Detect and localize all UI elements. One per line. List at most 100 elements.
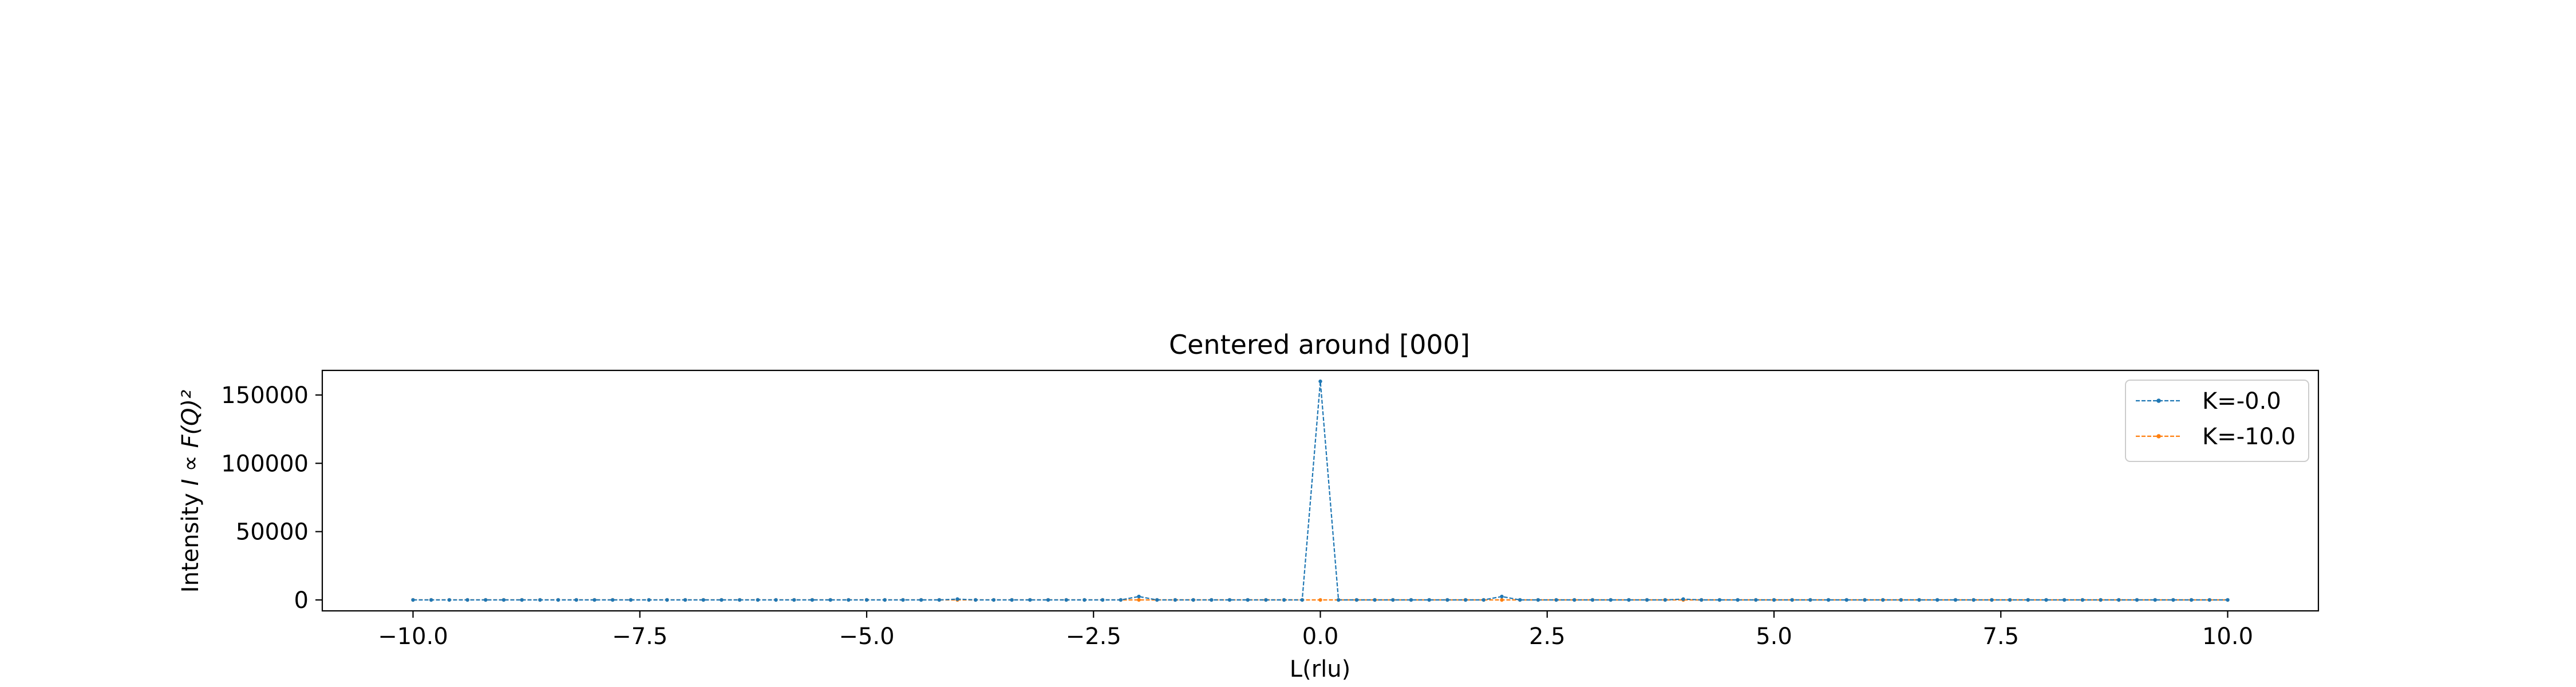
- data-point: [756, 598, 760, 602]
- data-point: [2099, 598, 2103, 602]
- data-point: [429, 598, 433, 602]
- x-tick-label: 2.5: [1529, 623, 1566, 650]
- data-point: [1645, 598, 1649, 602]
- data-point: [629, 598, 633, 602]
- data-point: [1427, 598, 1431, 602]
- data-point: [2008, 598, 2012, 602]
- data-point: [1173, 598, 1178, 602]
- chart-title: Centered around [000]: [1169, 329, 1470, 360]
- data-point: [1863, 598, 1867, 602]
- data-point: [2226, 598, 2230, 602]
- data-point: [2117, 598, 2121, 602]
- data-point: [1500, 598, 1504, 602]
- data-point: [1064, 598, 1068, 602]
- y-axis-label: Intensity I ∝ F(Q)²: [177, 390, 204, 593]
- data-point: [1736, 598, 1740, 602]
- data-point: [1917, 598, 1921, 602]
- data-point: [1500, 594, 1504, 599]
- data-point: [1373, 598, 1377, 602]
- data-point: [2080, 598, 2085, 602]
- data-point: [665, 598, 669, 602]
- data-point: [1210, 598, 1214, 602]
- data-point: [2026, 598, 2030, 602]
- data-point: [1953, 598, 1958, 602]
- data-point: [792, 598, 796, 602]
- x-tick-label: −2.5: [1066, 623, 1121, 650]
- data-point: [1790, 598, 1794, 602]
- data-point: [1100, 598, 1105, 602]
- data-point: [720, 598, 724, 602]
- data-point: [1337, 598, 1341, 602]
- data-point: [1300, 598, 1304, 602]
- data-point: [737, 598, 742, 602]
- data-point: [1935, 598, 1939, 602]
- data-point: [937, 598, 942, 602]
- legend-entry: K=-10.0: [2202, 424, 2296, 450]
- data-point: [2153, 598, 2157, 602]
- data-point: [901, 598, 905, 602]
- data-point: [1191, 598, 1195, 602]
- y-axis-label-prefix: Intensity: [177, 485, 204, 593]
- y-tick-label: 150000: [221, 382, 309, 409]
- svg-text:Intensity I ∝ F(Q)²: Intensity I ∝ F(Q)²: [177, 390, 204, 593]
- data-point: [2063, 598, 2067, 602]
- data-point: [1663, 598, 1667, 602]
- data-point: [774, 598, 778, 602]
- data-point: [484, 598, 488, 602]
- x-tick-label: −7.5: [612, 623, 667, 650]
- data-point: [647, 598, 651, 602]
- x-tick-label: 0.0: [1302, 623, 1339, 650]
- legend-marker: [2156, 398, 2161, 403]
- y-tick-label: 50000: [236, 519, 309, 546]
- data-point: [1681, 597, 1685, 601]
- data-point: [592, 598, 596, 602]
- data-point: [683, 598, 688, 602]
- data-point: [1554, 598, 1558, 602]
- data-point: [1881, 598, 1885, 602]
- data-point: [1264, 598, 1268, 602]
- data-point: [919, 598, 923, 602]
- y-tick-label: 0: [294, 587, 309, 614]
- data-point: [1137, 594, 1141, 599]
- data-point: [1028, 598, 1032, 602]
- y-tick-label: 100000: [221, 451, 309, 477]
- data-point: [411, 598, 415, 602]
- data-point: [1227, 598, 1232, 602]
- data-point: [828, 598, 832, 602]
- data-point: [501, 598, 506, 602]
- data-point: [991, 598, 996, 602]
- data-point: [1046, 598, 1050, 602]
- x-tick-label: 7.5: [1982, 623, 2019, 650]
- series-layer: [411, 379, 2230, 602]
- data-point: [556, 598, 560, 602]
- data-point: [847, 598, 851, 602]
- legend-entry: K=-0.0: [2202, 388, 2281, 414]
- data-point: [2135, 598, 2139, 602]
- data-point: [1155, 598, 1159, 602]
- data-point: [810, 598, 815, 602]
- data-point: [447, 598, 452, 602]
- legend-marker: [2156, 434, 2161, 439]
- x-axis: −10.0 −7.5 −5.0 −2.5 0.0 2.5 5.0 7.5 10.0: [378, 611, 2253, 650]
- y-axis: 0 50000 100000 150000: [221, 382, 322, 614]
- data-point: [538, 598, 542, 602]
- data-point: [1082, 598, 1086, 602]
- data-point: [1754, 598, 1758, 602]
- data-point: [1573, 598, 1577, 602]
- data-point: [864, 598, 869, 602]
- data-point: [2207, 598, 2211, 602]
- data-point: [1590, 598, 1595, 602]
- data-point: [1536, 598, 1540, 602]
- data-point: [1318, 379, 1322, 384]
- data-point: [1899, 598, 1903, 602]
- data-point: [1318, 598, 1322, 602]
- data-point: [2044, 598, 2048, 602]
- data-point: [1826, 598, 1831, 602]
- data-point: [1609, 598, 1613, 602]
- data-point: [2171, 598, 2175, 602]
- x-tick-label: 10.0: [2202, 623, 2253, 650]
- data-point: [1772, 598, 1776, 602]
- data-point: [1137, 598, 1141, 602]
